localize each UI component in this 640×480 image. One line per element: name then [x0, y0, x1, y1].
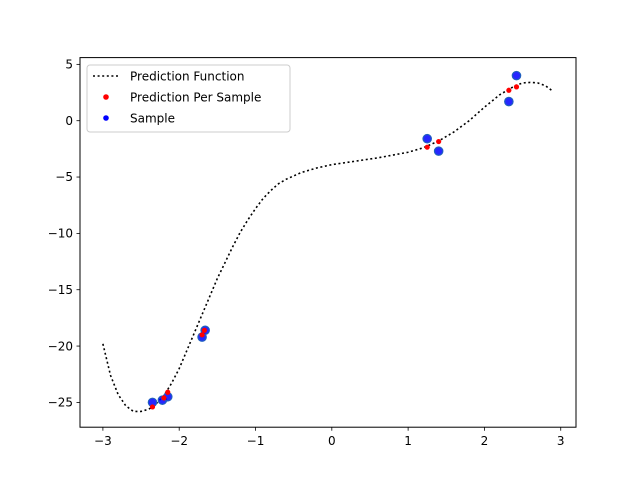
prediction-per-sample-point [513, 84, 520, 90]
y-tick-label: 0 [65, 114, 73, 128]
sample-point [422, 133, 432, 144]
sample-point [433, 146, 444, 156]
tick-layer: −3 −2 −1 0 1 2 350−5−10−15−20−25 [48, 58, 565, 449]
legend-label-prediction-function: Prediction Function [130, 70, 244, 84]
legend: Prediction Function Prediction Per Sampl… [86, 64, 291, 133]
legend-swatch-sample [103, 115, 109, 121]
sample-point [511, 70, 522, 81]
prediction-per-sample-point [199, 332, 205, 338]
x-tick-label: −3 [94, 434, 112, 448]
sample-point [504, 96, 514, 107]
y-tick-label: −10 [48, 227, 73, 241]
prediction-per-sample-point [506, 87, 512, 93]
prediction-per-sample-point [165, 389, 171, 395]
x-tick-label: −1 [247, 434, 265, 448]
y-tick-label: −15 [48, 283, 73, 297]
x-tick-label: 2 [481, 434, 489, 448]
y-tick-label: −20 [48, 339, 73, 353]
y-tick-label: −5 [55, 170, 73, 184]
prediction-per-sample-point [436, 138, 442, 145]
legend-label-sample: Sample [130, 112, 175, 126]
plot-layer [102, 70, 554, 413]
legend-box [86, 64, 291, 133]
prediction-per-sample-point [161, 395, 167, 401]
legend-swatch-prediction-per-sample [103, 94, 109, 100]
x-tick-label: 1 [404, 434, 412, 448]
legend-label-prediction-per-sample: Prediction Per Sample [130, 91, 261, 105]
prediction-per-sample-point [201, 327, 207, 333]
x-tick-label: 0 [328, 434, 336, 448]
y-tick-label: 5 [65, 58, 73, 72]
axes-frame [79, 57, 577, 428]
prediction-per-sample-point [424, 144, 430, 150]
x-tick-label: −2 [170, 434, 188, 448]
y-tick-label: −25 [48, 396, 73, 410]
prediction-per-sample-point [149, 404, 156, 410]
x-tick-label: 3 [557, 434, 565, 448]
